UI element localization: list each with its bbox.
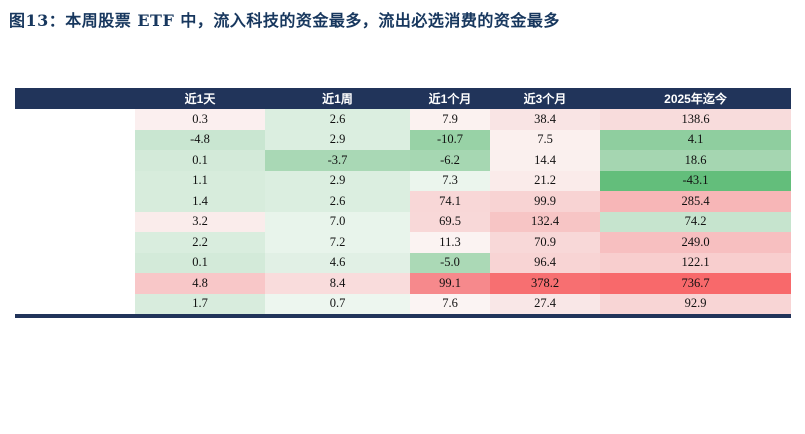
- value-cell: 70.9: [490, 232, 600, 253]
- row-label-cell: [15, 293, 135, 314]
- value-cell: 7.5: [490, 129, 600, 150]
- value-cell: 122.1: [600, 252, 791, 273]
- value-cell: 2.6: [265, 191, 410, 212]
- value-cell: -3.7: [265, 150, 410, 171]
- value-cell: 4.8: [135, 273, 265, 294]
- value-cell: 1.7: [135, 293, 265, 314]
- table-body: 0.3 2.6 7.9 38.4 138.6 -4.8 2.9 -10.7 7.5 4.1 0.1-…: [15, 109, 791, 314]
- value-cell: 285.4: [600, 191, 791, 212]
- table-row: 0.1 -3.7 -6.2 14.4 18.6: [15, 150, 791, 171]
- value-cell: 1.1: [135, 170, 265, 191]
- value-cell: 74.1: [410, 191, 490, 212]
- value-cell: 18.6: [600, 150, 791, 171]
- column-header: 2025年迄今: [664, 92, 727, 106]
- table-row: 1.4 2.6 74.1 99.9 285.4: [15, 191, 791, 212]
- value-cell: 7.6: [410, 293, 490, 314]
- value-cell: 249.0: [600, 232, 791, 253]
- table-header-row: 近1天 近1周 近1个月 近3个月 2025年迄今: [15, 88, 791, 109]
- value-cell: 99.9: [490, 191, 600, 212]
- value-cell: -5.0: [410, 252, 490, 273]
- value-cell: 96.4: [490, 252, 600, 273]
- row-label-cell: [15, 273, 135, 294]
- value-cell: 2.9: [265, 129, 410, 150]
- value-cell: 0.3: [135, 109, 265, 130]
- value-cell: -6.2: [410, 150, 490, 171]
- column-header: 近1周: [322, 92, 353, 106]
- value-cell: 0.7: [265, 293, 410, 314]
- value-cell: 7.9: [410, 109, 490, 130]
- value-cell: 0.1: [135, 252, 265, 273]
- header-label-spacer: [15, 88, 135, 109]
- value-cell: 27.4: [490, 293, 600, 314]
- column-header: 近1天: [184, 92, 216, 106]
- row-label-cell: [15, 252, 135, 273]
- table-row: 1.7 0.7 7.6 27.4 92.9: [15, 293, 791, 314]
- value-cell: 3.2: [135, 211, 265, 232]
- row-label-cell: [15, 109, 135, 130]
- column-header: 近3个月: [523, 92, 567, 106]
- row-label-cell: [15, 191, 135, 212]
- value-cell: 11.3: [410, 232, 490, 253]
- row-label-cell: [15, 170, 135, 191]
- value-cell: 69.5: [410, 211, 490, 232]
- value-cell: 92.9: [600, 293, 791, 314]
- value-cell: 138.6: [600, 109, 791, 130]
- value-cell: -43.1: [600, 170, 791, 191]
- value-cell: 21.2: [490, 170, 600, 191]
- row-label-cell: [15, 211, 135, 232]
- value-cell: 74.2: [600, 211, 791, 232]
- table-row: 1.1 2.9 7.3 21.2 -43.1: [15, 170, 791, 191]
- table-row: 3.2 7.0 69.5 132.4 74.2: [15, 211, 791, 232]
- value-cell: 2.9: [265, 170, 410, 191]
- table-row: 0.1 4.6 -5.0 96.4 122.1: [15, 252, 791, 273]
- column-header: 近1个月: [428, 92, 472, 106]
- value-cell: 132.4: [490, 211, 600, 232]
- row-label-cell: [15, 129, 135, 150]
- value-cell: 4.1: [600, 129, 791, 150]
- value-cell: 38.4: [490, 109, 600, 130]
- value-cell: 1.4: [135, 191, 265, 212]
- value-cell: 7.3: [410, 170, 490, 191]
- value-cell: 7.2: [265, 232, 410, 253]
- row-label-cell: [15, 232, 135, 253]
- value-cell: 8.4: [265, 273, 410, 294]
- value-cell: 378.2: [490, 273, 600, 294]
- table-row: 0.3 2.6 7.9 38.4 138.6: [15, 109, 791, 130]
- table-row: -4.8 2.9 -10.7 7.5 4.1: [15, 129, 791, 150]
- table-row: 2.2 7.2 11.3 70.9 249.0: [15, 232, 791, 253]
- figure-title: 图13：本周股票 ETF 中，流入科技的资金最多，流出必选消费的资金最多: [9, 11, 560, 30]
- value-cell: 2.6: [265, 109, 410, 130]
- table-row: 4.8 8.4 99.1 378.2 736.7: [15, 273, 791, 294]
- row-label-cell: [15, 150, 135, 171]
- value-cell: 0.1: [135, 150, 265, 171]
- value-cell: 7.0: [265, 211, 410, 232]
- etf-fund-flow-table: 近1天 近1周 近1个月 近3个月 2025年迄今 0.3 2.6 7.9 38.4 138.6…: [15, 88, 791, 318]
- value-cell: -4.8: [135, 129, 265, 150]
- value-cell: 736.7: [600, 273, 791, 294]
- table-bottom-border: [15, 314, 791, 318]
- value-cell: 4.6: [265, 252, 410, 273]
- value-cell: 2.2: [135, 232, 265, 253]
- value-cell: -10.7: [410, 129, 490, 150]
- value-cell: 14.4: [490, 150, 600, 171]
- value-cell: 99.1: [410, 273, 490, 294]
